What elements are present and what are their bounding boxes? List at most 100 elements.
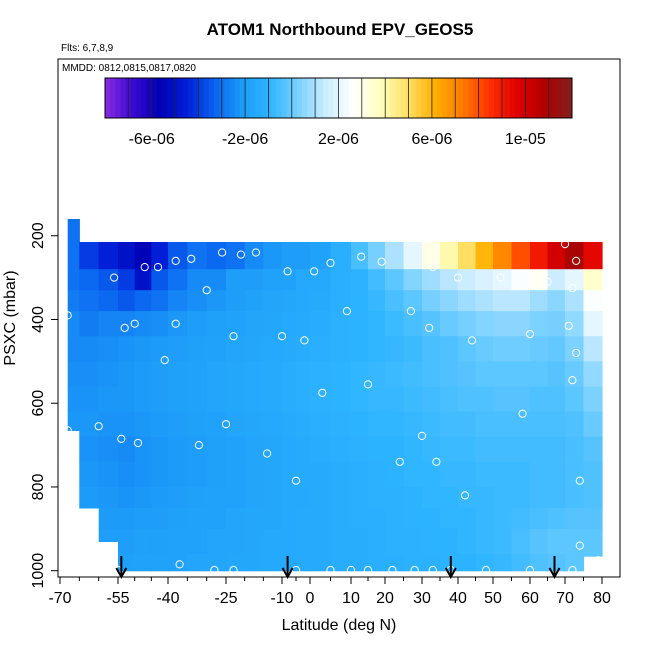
- heatmap-cell: [351, 242, 369, 270]
- sample-point: [428, 263, 437, 272]
- sample-point: [467, 336, 477, 345]
- colorbar-segment: [514, 78, 521, 118]
- colorbar-segment: [421, 78, 428, 118]
- heatmap-cell: [511, 336, 531, 362]
- sample-point: [153, 263, 163, 272]
- heatmap-cell: [583, 507, 603, 530]
- heatmap-cell: [151, 487, 169, 509]
- heatmap-cell: [134, 336, 152, 362]
- heatmap-cell: [168, 290, 188, 312]
- heatmap-cell: [118, 361, 136, 388]
- sample-point: [453, 273, 463, 282]
- y-axis: 200 400 600 800 1000: [30, 222, 59, 588]
- heatmap-cell: [187, 336, 208, 362]
- heatmap-cell: [67, 311, 80, 337]
- sample-point: [342, 307, 351, 316]
- heatmap-cell: [422, 528, 441, 555]
- heatmap-cell: [134, 487, 152, 509]
- colorbar-segment: [203, 78, 210, 118]
- heatmap-cell: [458, 436, 477, 463]
- colorbar-segment: [167, 78, 173, 118]
- heatmap-cell: [547, 361, 566, 388]
- heatmap-cell: [403, 242, 423, 270]
- heatmap-cell: [403, 528, 423, 555]
- heatmap-cell: [134, 311, 152, 337]
- heatmap-cell: [263, 269, 283, 291]
- heatmap-cell: [310, 386, 332, 413]
- heatmap-cell: [244, 361, 264, 388]
- heatmap-cell: [493, 461, 513, 488]
- colorbar-segment: [551, 78, 557, 118]
- heatmap-cell: [98, 528, 119, 542]
- heatmap-cell: [458, 290, 477, 312]
- heatmap-cell: [511, 311, 531, 337]
- heatmap-cell: [206, 311, 227, 337]
- heatmap-cell: [547, 336, 566, 362]
- heatmap-cell: [282, 461, 297, 488]
- y-tick-label: 600: [30, 390, 47, 417]
- heatmap-cell: [458, 528, 477, 555]
- colorbar-ticks: -6e-06 -2e-06 2e-06 6e-06 1e-05: [129, 131, 546, 148]
- heatmap-cell: [330, 411, 352, 438]
- heatmap-cell: [263, 528, 283, 555]
- heatmap-cell: [244, 461, 264, 488]
- heatmap-cell: [296, 436, 311, 463]
- heatmap-cell: [511, 507, 531, 530]
- heatmap-cell: [226, 242, 246, 270]
- heatmap-cell: [511, 269, 531, 291]
- colorbar-segment: [130, 78, 137, 118]
- dates-note: MMDD: 0812,0815,0817,0820: [62, 63, 196, 74]
- heatmap-cell: [118, 386, 136, 413]
- colorbar-tick-label: -6e-06: [129, 131, 175, 148]
- sample-point: [130, 319, 139, 328]
- heatmap-cell: [310, 461, 332, 488]
- heatmap-cell: [385, 361, 405, 388]
- heatmap-cell: [475, 487, 494, 509]
- heatmap-cell: [422, 242, 441, 270]
- heatmap-cell: [296, 386, 311, 413]
- heatmap-cell: [440, 386, 459, 413]
- heatmap-cell: [385, 411, 405, 438]
- heatmap-cell: [565, 269, 585, 291]
- heatmap-cell: [475, 242, 494, 270]
- heatmap-cell: [440, 311, 459, 337]
- colorbar-segment: [504, 78, 511, 118]
- heatmap-cell: [403, 487, 423, 509]
- sample-point: [94, 422, 103, 431]
- heatmap-cell: [475, 461, 494, 488]
- heatmap-cell: [151, 290, 169, 312]
- heatmap-cell: [296, 269, 311, 291]
- heatmap-cell: [134, 436, 152, 463]
- heatmap-cell: [351, 361, 369, 388]
- colorbar-segment: [255, 78, 262, 118]
- y-tick-label: 800: [30, 474, 47, 501]
- sample-point: [221, 420, 231, 429]
- colorbar-segment: [380, 78, 386, 118]
- heatmap-cell: [330, 336, 352, 362]
- sample-point: [229, 565, 238, 575]
- heatmap-cell: [565, 507, 585, 530]
- heatmap-cell: [244, 554, 264, 572]
- heatmap-cell: [351, 461, 369, 488]
- heatmap-cell: [583, 242, 603, 270]
- heatmap-cell: [351, 487, 369, 509]
- heatmap-cell: [330, 461, 352, 488]
- heatmap-cell: [440, 290, 459, 312]
- heatmap-cell: [530, 461, 549, 488]
- chart-title: ATOM1 Northbound EPV_GEOS5: [207, 20, 474, 39]
- heatmap-cell: [440, 269, 459, 291]
- heatmap-cell: [385, 386, 405, 413]
- heatmap-cell: [79, 242, 100, 270]
- colorbar-segment: [110, 78, 116, 118]
- sample-point: [251, 248, 260, 257]
- heatmap-cell: [206, 411, 227, 438]
- colorbar-segment: [296, 78, 303, 118]
- heatmap-cell: [330, 269, 352, 291]
- colorbar-tick-label: -2e-06: [222, 131, 268, 148]
- heatmap-cell: [511, 528, 531, 555]
- heatmap-cell: [530, 242, 549, 270]
- heatmap-cell: [310, 290, 332, 312]
- heatmap-cell: [530, 507, 549, 530]
- heatmap-cell: [187, 311, 208, 337]
- heatmap-cell: [151, 411, 169, 438]
